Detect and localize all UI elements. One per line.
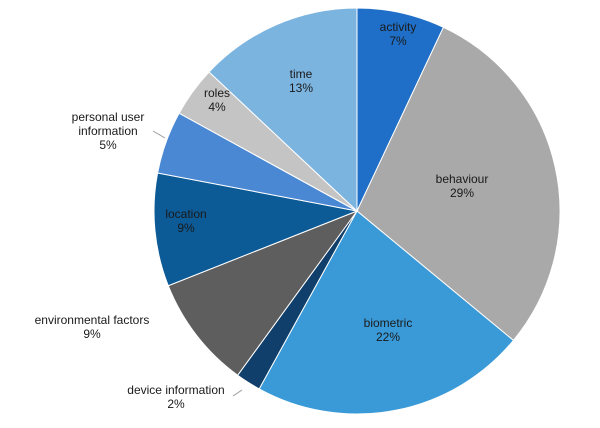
slice-label-personal-user-information: personal user information 5% (72, 110, 145, 152)
slice-label-value: 9% (177, 221, 195, 235)
slice-label-behaviour: behaviour 29% (436, 172, 489, 200)
slice-label-activity: activity 7% (380, 20, 417, 48)
slice-label-name: activity (380, 20, 417, 34)
slice-label-value: 29% (450, 186, 474, 200)
slice-label-value: 13% (289, 81, 313, 95)
slice-label-value: 9% (83, 327, 101, 341)
slice-label-name: environmental factors (35, 313, 150, 327)
pie-slice-biometric (258, 210, 515, 415)
slice-label-value: 22% (376, 330, 400, 344)
leader-lines (152, 130, 243, 397)
slice-label-device-information: device information 2% (127, 383, 224, 411)
slice-labels: activity 7% behaviour 29% biometric 22% device… (35, 20, 489, 411)
slice-label-name: time (290, 67, 313, 81)
slice-label-value: 5% (99, 138, 117, 152)
leader-line-personal-user-information (152, 130, 166, 139)
slice-label-name: information (78, 124, 137, 138)
slice-label-value: 2% (167, 397, 185, 411)
slice-label-biometric: biometric 22% (364, 316, 413, 344)
slice-label-roles: roles 4% (204, 86, 230, 114)
slice-label-environmental-factors: environmental factors 9% (35, 313, 150, 341)
pie-slice-location (153, 172, 359, 287)
slice-label-value: 4% (208, 100, 226, 114)
slice-label-location: location 9% (165, 207, 206, 235)
slice-label-name: device information (127, 383, 224, 397)
slice-label-value: 7% (389, 34, 407, 48)
pie-slice-time (208, 7, 358, 213)
slice-label-name: roles (204, 86, 230, 100)
slice-label-name: location (165, 207, 206, 221)
slice-label-time: time 13% (289, 67, 313, 95)
slice-label-name: biometric (364, 316, 413, 330)
pie-slices (153, 7, 561, 415)
slice-label-name: behaviour (436, 172, 489, 186)
pie-slice-environmental-factors (167, 209, 359, 376)
leader-line-device-information (232, 389, 243, 397)
slice-label-name: personal user (72, 110, 145, 124)
pie-slice-behaviour (356, 26, 561, 342)
